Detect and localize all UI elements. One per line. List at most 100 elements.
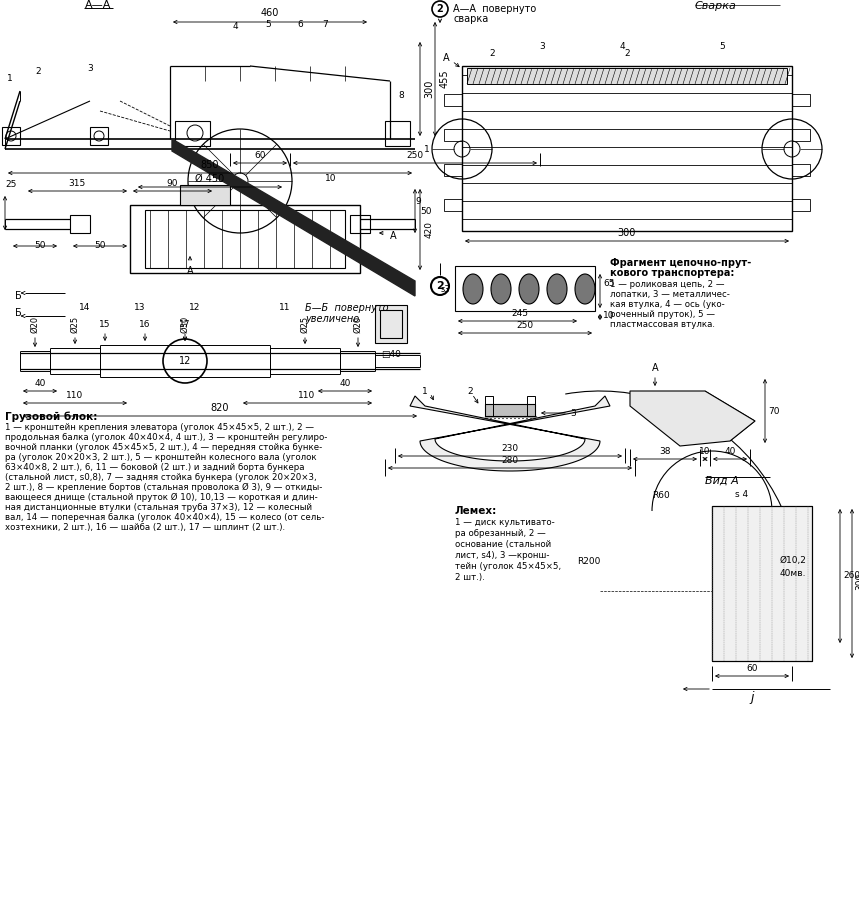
Text: 850: 850 <box>201 160 219 170</box>
Text: Фрагмент цепочно-прут-: Фрагмент цепочно-прут- <box>610 258 752 268</box>
Text: А: А <box>443 53 450 63</box>
Text: 38: 38 <box>659 447 671 456</box>
Text: вающееся днище (стальной пруток Ø 10), 10,13 — короткая и длин-: вающееся днище (стальной пруток Ø 10), 1… <box>5 493 318 502</box>
Text: s 4: s 4 <box>735 490 748 499</box>
Bar <box>385 121 410 146</box>
Text: 63×40×8, 2 шт.), 6, 11 — боковой (2 шт.) и задний борта бункера: 63×40×8, 2 шт.), 6, 11 — боковой (2 шт.)… <box>5 463 304 472</box>
Text: роченный пруток), 5 —: роченный пруток), 5 — <box>610 310 715 319</box>
Text: 90: 90 <box>167 179 178 188</box>
Text: s3: s3 <box>441 285 450 294</box>
Text: А—А: А—А <box>85 0 111 10</box>
Text: 1 — роликовая цепь, 2 —: 1 — роликовая цепь, 2 — <box>610 280 724 289</box>
Text: 300: 300 <box>424 80 434 98</box>
Text: 60: 60 <box>746 664 758 673</box>
Bar <box>455 266 595 311</box>
Text: 260: 260 <box>843 571 859 580</box>
Text: 11: 11 <box>279 303 290 312</box>
Bar <box>175 121 210 146</box>
Text: 110: 110 <box>298 391 315 400</box>
Text: 1: 1 <box>422 387 428 396</box>
Text: 1: 1 <box>7 74 13 83</box>
Bar <box>467 68 787 84</box>
Text: 60: 60 <box>254 151 265 160</box>
Text: □40: □40 <box>381 350 401 359</box>
Text: вочной планки (уголок 45×45×5, 2 шт.), 4 — передняя стойка бунке-: вочной планки (уголок 45×45×5, 2 шт.), 4… <box>5 443 322 452</box>
Text: 420: 420 <box>425 222 434 239</box>
Bar <box>444 199 462 211</box>
Bar <box>792 164 810 176</box>
Text: 4: 4 <box>619 42 624 51</box>
Bar <box>712 506 812 661</box>
Polygon shape <box>172 139 415 296</box>
Text: 50: 50 <box>94 241 106 250</box>
Bar <box>180 185 230 205</box>
Text: 6: 6 <box>297 20 303 29</box>
Text: 5: 5 <box>265 20 271 29</box>
Ellipse shape <box>491 274 511 304</box>
Bar <box>792 94 810 106</box>
Text: 1 — кронштейн крепления элеватора (уголок 45×45×5, 2 шт.), 2 —: 1 — кронштейн крепления элеватора (уголо… <box>5 423 314 432</box>
Bar <box>145 210 345 268</box>
Ellipse shape <box>519 274 539 304</box>
Bar <box>444 129 462 141</box>
Text: 14: 14 <box>79 303 91 312</box>
Bar <box>444 94 462 106</box>
Text: 12: 12 <box>179 356 192 366</box>
Text: лопатки, 3 — металличес-: лопатки, 3 — металличес- <box>610 290 730 299</box>
Text: 280: 280 <box>502 456 519 465</box>
Bar <box>90 127 108 145</box>
Text: кового транспортера:: кового транспортера: <box>610 268 734 278</box>
Text: Лемех:: Лемех: <box>455 506 497 516</box>
Text: 25: 25 <box>5 180 16 189</box>
Text: A: A <box>390 231 397 241</box>
Text: сварка: сварка <box>453 14 488 24</box>
Bar <box>2 127 20 145</box>
Ellipse shape <box>463 274 483 304</box>
Bar <box>130 205 360 273</box>
Text: 65: 65 <box>603 279 614 288</box>
Text: ра обрезанный, 2 —: ра обрезанный, 2 — <box>455 529 545 538</box>
Text: тейн (уголок 45×45×5,: тейн (уголок 45×45×5, <box>455 562 561 571</box>
Bar <box>462 66 792 231</box>
Polygon shape <box>410 396 610 471</box>
Text: 2: 2 <box>436 281 444 291</box>
Text: R60: R60 <box>652 492 670 500</box>
Text: кая втулка, 4 — ось (уко-: кая втулка, 4 — ось (уко- <box>610 300 725 309</box>
Text: 10: 10 <box>325 174 337 183</box>
Text: Б—Б  повернуто: Б—Б повернуто <box>305 303 388 313</box>
Text: 70: 70 <box>768 406 779 415</box>
Bar <box>444 164 462 176</box>
Text: Вид А: Вид А <box>705 476 739 486</box>
Bar <box>527 396 535 416</box>
Text: 4: 4 <box>232 22 238 31</box>
Text: 300: 300 <box>855 572 859 589</box>
Text: 2 шт.), 8 — крепление бортов (стальная проволока Ø 3), 9 — откиды-: 2 шт.), 8 — крепление бортов (стальная п… <box>5 483 322 492</box>
Text: Грузовой блок:: Грузовой блок: <box>5 411 97 422</box>
Text: 230: 230 <box>502 444 519 453</box>
Text: Ø25: Ø25 <box>70 316 80 333</box>
Text: Ø25: Ø25 <box>301 316 309 333</box>
Text: 820: 820 <box>210 403 229 413</box>
Text: 245: 245 <box>511 309 528 318</box>
Text: 3: 3 <box>570 408 576 417</box>
Text: увеличено: увеличено <box>305 314 359 324</box>
Text: 250: 250 <box>516 321 533 330</box>
Bar <box>70 215 90 233</box>
Text: 1 — диск культивато-: 1 — диск культивато- <box>455 518 555 527</box>
Text: 315: 315 <box>69 179 86 188</box>
Text: пластмассовая втулка.: пластмассовая втулка. <box>610 320 715 329</box>
Polygon shape <box>705 391 755 441</box>
Text: 2: 2 <box>467 387 472 396</box>
Text: 40: 40 <box>339 379 350 388</box>
Text: ная дистанционные втулки (стальная труба 37×3), 12 — колесный: ная дистанционные втулки (стальная труба… <box>5 503 312 512</box>
Text: 13: 13 <box>134 303 146 312</box>
Text: А—А  повернуто: А—А повернуто <box>453 4 536 14</box>
Bar <box>792 199 810 211</box>
Ellipse shape <box>575 274 595 304</box>
Text: 12: 12 <box>189 303 201 312</box>
Text: 9: 9 <box>415 196 421 205</box>
Bar <box>485 404 535 416</box>
Text: хозтехники, 2 шт.), 16 — шайба (2 шт.), 17 — шплинт (2 шт.).: хозтехники, 2 шт.), 16 — шайба (2 шт.), … <box>5 523 285 532</box>
Text: 460: 460 <box>261 8 279 18</box>
Text: 5: 5 <box>719 42 725 51</box>
